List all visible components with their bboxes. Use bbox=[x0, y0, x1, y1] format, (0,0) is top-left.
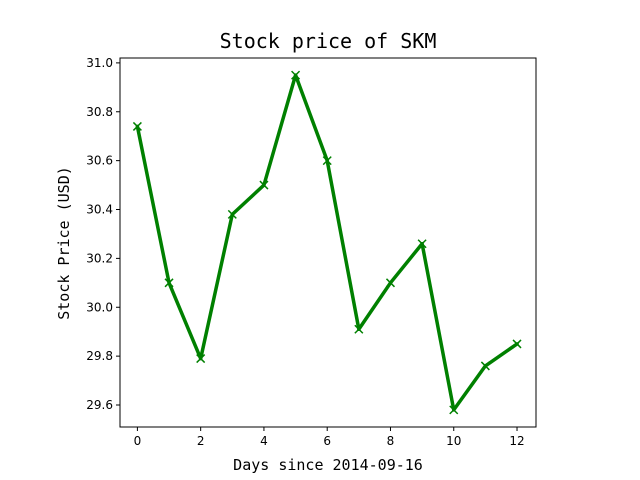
x-tick-label: 12 bbox=[509, 434, 524, 448]
y-tick-label: 30.8 bbox=[86, 105, 113, 119]
data-point-marker bbox=[291, 70, 301, 80]
data-point-marker bbox=[196, 354, 206, 364]
data-point-marker bbox=[354, 324, 364, 334]
x-tick-label: 10 bbox=[446, 434, 461, 448]
y-axis-label: Stock Price (USD) bbox=[55, 166, 73, 320]
y-tick-label: 30.2 bbox=[86, 251, 113, 265]
x-tick-label: 6 bbox=[323, 434, 331, 448]
data-point-marker bbox=[449, 405, 459, 415]
data-point-marker bbox=[480, 361, 490, 371]
y-tick-label: 29.8 bbox=[86, 349, 113, 363]
x-tick-label: 2 bbox=[197, 434, 205, 448]
y-tick-label: 30.0 bbox=[86, 300, 113, 314]
data-point-marker bbox=[512, 339, 522, 349]
chart-title: Stock price of SKM bbox=[220, 29, 437, 53]
data-point-marker bbox=[164, 278, 174, 288]
axis-ticks: 0 2 4 6 8 10 12 29.6 29.8 30.0 30.2 30.4 30.6 30.8 31.… bbox=[86, 56, 524, 448]
y-tick-label: 30.4 bbox=[86, 203, 113, 217]
y-tick-label: 31.0 bbox=[86, 56, 113, 70]
data-point-marker bbox=[417, 239, 427, 249]
x-tick-label: 0 bbox=[134, 434, 142, 448]
y-tick-label: 30.6 bbox=[86, 154, 113, 168]
y-tick-label: 29.6 bbox=[86, 398, 113, 412]
x-tick-label: 8 bbox=[387, 434, 395, 448]
x-axis-label: Days since 2014-09-16 bbox=[233, 456, 423, 474]
data-point-marker bbox=[322, 156, 332, 166]
x-tick-label: 4 bbox=[260, 434, 268, 448]
data-point-marker bbox=[227, 209, 237, 219]
data-point-marker bbox=[259, 180, 269, 190]
series-layer bbox=[132, 70, 522, 415]
plot-frame bbox=[119, 57, 537, 428]
data-point-marker bbox=[132, 121, 142, 131]
data-point-marker bbox=[385, 278, 396, 288]
